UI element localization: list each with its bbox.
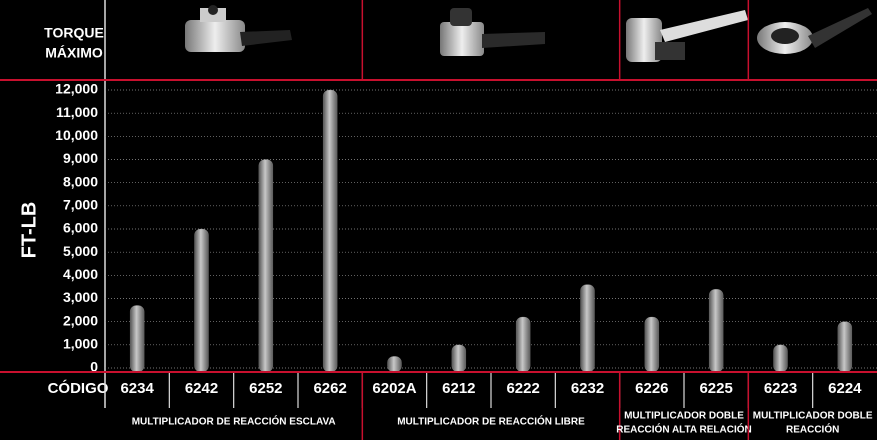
x-tick-label: 6226 (635, 380, 668, 397)
bar (323, 89, 338, 373)
y-tick-label: 4,000 (63, 266, 98, 282)
group-label: REACCIÓN (786, 423, 839, 436)
y-tick-label: 7,000 (63, 197, 98, 213)
y-tick-label: 10,000 (55, 127, 98, 143)
bar (451, 344, 466, 373)
y-axis-label: FT-LB (18, 202, 40, 259)
x-tick-label: 6223 (764, 380, 797, 397)
y-tick-label: 0 (90, 359, 98, 375)
x-tick-label: 6222 (506, 380, 539, 397)
group-label: MULTIPLICADOR DOBLE (624, 411, 744, 422)
bar (644, 316, 659, 373)
bar (194, 228, 209, 373)
x-tick-label: 6224 (828, 380, 862, 397)
x-tick-label: 6252 (249, 380, 282, 397)
y-tick-label: 5,000 (63, 243, 98, 259)
x-tick-label: 6234 (120, 380, 154, 397)
group-label: MULTIPLICADOR DOBLE (753, 411, 873, 422)
x-tick-label: 6225 (699, 380, 732, 397)
header-label: MÁXIMO (45, 45, 103, 61)
y-tick-label: 3,000 (63, 289, 98, 305)
bar (387, 356, 402, 373)
bar (580, 284, 595, 373)
bar (258, 159, 273, 373)
group-label: REACCIÓN ALTA RELACIÓN (616, 423, 752, 436)
x-tick-label: 6262 (313, 380, 346, 397)
y-tick-label: 9,000 (63, 150, 98, 166)
bar (773, 344, 788, 373)
x-tick-label: 6212 (442, 380, 475, 397)
x-axis-label: CÓDIGO (48, 379, 109, 397)
y-tick-label: 12,000 (55, 81, 98, 97)
bar (837, 321, 852, 373)
group-label: MULTIPLICADOR DE REACCIÓN ESCLAVA (132, 415, 336, 428)
bar (516, 316, 531, 373)
product-images (185, 5, 872, 62)
x-tick-label: 6232 (571, 380, 604, 397)
bar (130, 305, 145, 373)
x-tick-label: 6202A (372, 380, 416, 397)
group-label: MULTIPLICADOR DE REACCIÓN LIBRE (397, 415, 585, 428)
y-tick-label: 6,000 (63, 220, 98, 236)
bar (709, 289, 724, 373)
y-tick-label: 1,000 (63, 336, 98, 352)
header-label: TORQUE (44, 25, 104, 41)
x-tick-label: 6242 (185, 380, 218, 397)
y-tick-label: 8,000 (63, 173, 98, 189)
y-tick-label: 11,000 (56, 104, 98, 120)
y-tick-label: 2,000 (63, 312, 98, 328)
